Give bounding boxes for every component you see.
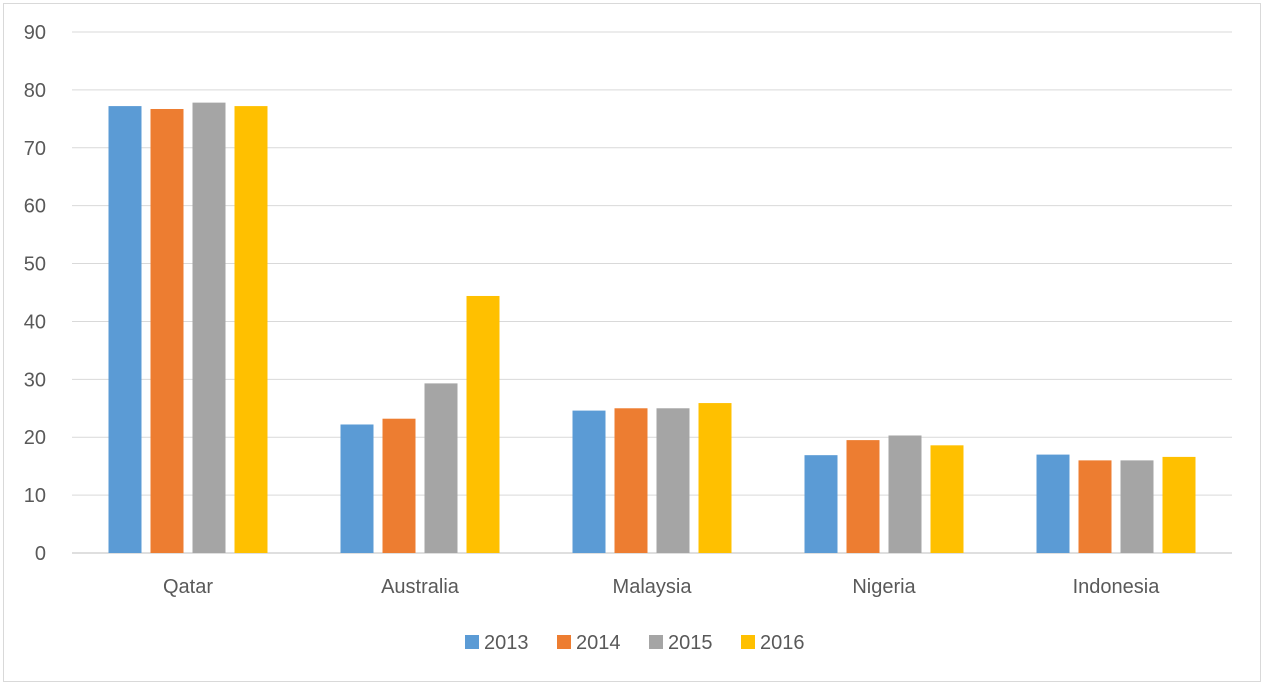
legend-swatch-2014 bbox=[557, 635, 571, 649]
y-tick-label: 10 bbox=[24, 485, 46, 507]
bar-malaysia-2014 bbox=[614, 408, 648, 553]
x-category-label: Indonesia bbox=[1073, 576, 1161, 598]
bar-nigeria-2013 bbox=[804, 455, 838, 553]
y-tick-label: 30 bbox=[24, 369, 46, 391]
legend-label-2016: 2016 bbox=[760, 632, 805, 654]
bar-indonesia-2016 bbox=[1162, 456, 1196, 553]
y-tick-label: 40 bbox=[24, 311, 46, 333]
y-tick-label: 60 bbox=[24, 196, 46, 218]
y-tick-label: 20 bbox=[24, 427, 46, 449]
bar-australia-2013 bbox=[340, 424, 374, 553]
bar-malaysia-2016 bbox=[698, 403, 732, 553]
y-tick-label: 0 bbox=[35, 543, 46, 565]
x-category-label: Qatar bbox=[163, 576, 213, 598]
bar-indonesia-2013 bbox=[1036, 454, 1070, 553]
bar-nigeria-2015 bbox=[888, 435, 922, 553]
y-tick-label: 70 bbox=[24, 138, 46, 160]
legend-swatch-2015 bbox=[649, 635, 663, 649]
legend-swatch-2013 bbox=[465, 635, 479, 649]
bar-qatar-2014 bbox=[150, 108, 184, 554]
x-category-label: Australia bbox=[381, 576, 460, 598]
bar-malaysia-2015 bbox=[656, 408, 690, 553]
y-axis: 0 10 20 30 40 50 60 70 80 90 bbox=[24, 22, 46, 565]
legend: 2013 2014 2015 2016 bbox=[465, 632, 805, 654]
x-axis: Qatar Australia Malaysia Nigeria Indonesia bbox=[163, 576, 1160, 598]
x-category-label: Malaysia bbox=[613, 576, 693, 598]
bar-australia-2014 bbox=[382, 418, 416, 553]
y-tick-label: 50 bbox=[24, 254, 46, 276]
legend-label-2014: 2014 bbox=[576, 632, 621, 654]
bar-qatar-2013 bbox=[108, 106, 142, 553]
bar-qatar-2016 bbox=[234, 106, 268, 553]
x-category-label: Nigeria bbox=[852, 576, 916, 598]
bar-malaysia-2013 bbox=[572, 410, 606, 553]
legend-label-2013: 2013 bbox=[484, 632, 529, 654]
bar-indonesia-2014 bbox=[1078, 460, 1112, 553]
y-tick-label: 90 bbox=[24, 22, 46, 44]
bar-indonesia-2015 bbox=[1120, 460, 1154, 553]
bar-qatar-2015 bbox=[192, 102, 226, 553]
bar-nigeria-2016 bbox=[930, 445, 964, 553]
bars bbox=[108, 102, 1196, 554]
bar-nigeria-2014 bbox=[846, 440, 880, 553]
bar-australia-2016 bbox=[466, 295, 500, 553]
bar-australia-2015 bbox=[424, 383, 458, 553]
y-tick-label: 80 bbox=[24, 80, 46, 102]
legend-swatch-2016 bbox=[741, 635, 755, 649]
legend-label-2015: 2015 bbox=[668, 632, 713, 654]
